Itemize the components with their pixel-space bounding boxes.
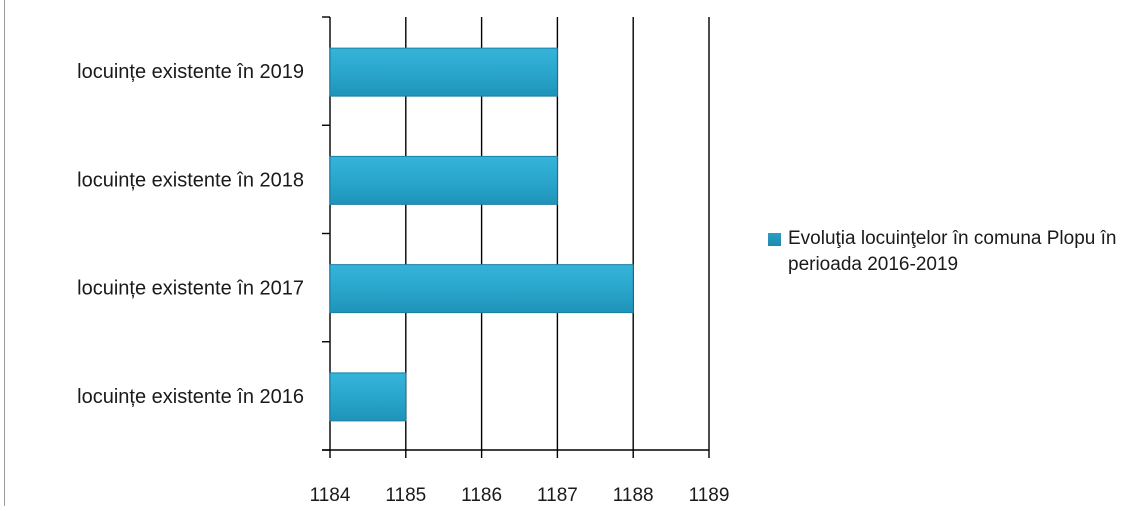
left-border <box>4 0 5 506</box>
tick-label-1185: 1185 <box>385 485 426 506</box>
bar-0 <box>329 47 558 97</box>
bar-3 <box>329 372 407 422</box>
tick-label-1184: 1184 <box>310 485 351 506</box>
legend-label: Evoluţia locuinţelor în comuna Plopu în … <box>788 228 1117 275</box>
category-label-0: locuințe existente în 2019 <box>77 61 304 83</box>
bar-1 <box>329 155 558 205</box>
category-label-1: locuințe existente în 2018 <box>77 169 304 191</box>
category-label-3: locuințe existente în 2016 <box>77 386 304 408</box>
legend-swatch <box>768 233 781 246</box>
bar-2 <box>329 264 634 314</box>
tick-label-1189: 1189 <box>689 485 730 506</box>
tick-label-1186: 1186 <box>461 485 502 506</box>
tick-label-1188: 1188 <box>613 485 654 506</box>
category-label-2: locuințe existente în 2017 <box>77 278 304 300</box>
tick-label-1187: 1187 <box>537 485 578 506</box>
